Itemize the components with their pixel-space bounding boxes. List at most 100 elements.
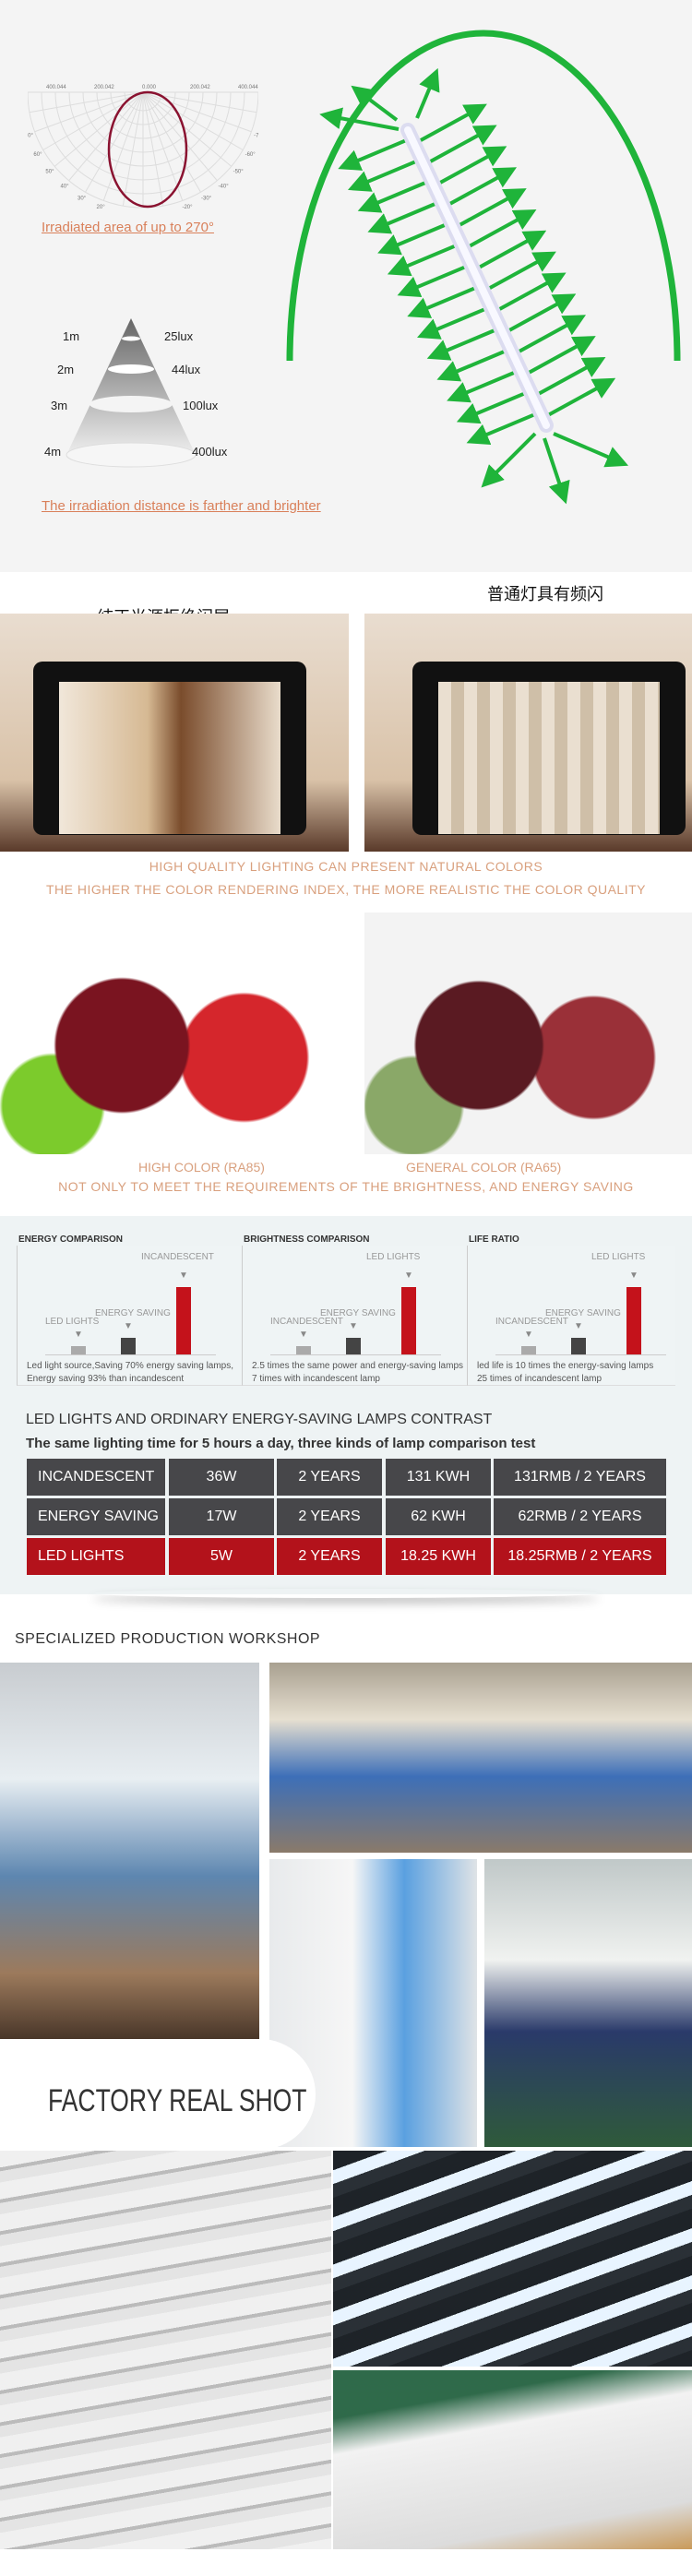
light-arrow [417, 307, 485, 340]
light-arrow [537, 356, 606, 396]
polar-right-angle: -50° [233, 170, 245, 175]
comparison-description: Energy saving 93% than incandescent [27, 1374, 185, 1384]
polar-left-angle: 40° [60, 185, 69, 190]
light-arrow [543, 437, 570, 505]
distance-caption: The irradiation distance is farther and … [42, 498, 321, 514]
polar-top-label: 200.042 [94, 85, 114, 90]
light-arrow [518, 315, 587, 353]
comparison-bar [521, 1346, 536, 1354]
light-arrow [397, 265, 466, 297]
distance-label: 3m [51, 399, 68, 412]
table-cell: 62 KWH [386, 1498, 491, 1535]
table-cell: 2 YEARS [277, 1538, 382, 1575]
light-distribution-curve [107, 90, 188, 209]
polar-right-angle: -70° [254, 133, 258, 138]
light-arrow [468, 209, 537, 248]
light-arrow [419, 103, 487, 143]
polar-right-angle: -30° [201, 197, 212, 202]
light-arrow [387, 244, 456, 277]
table-cell: 62RMB / 2 YEARS [494, 1498, 666, 1535]
lamp-type-cell: LED LIGHTS [27, 1538, 165, 1575]
light-arrow [319, 107, 400, 131]
comparison-bar [626, 1287, 641, 1354]
light-arrow [377, 223, 446, 256]
light-arrow [367, 202, 436, 234]
polar-left-angle: 50° [45, 170, 54, 175]
light-arrow [459, 188, 527, 227]
comparison-description: Led light source,Saving 70% energy savin… [27, 1361, 234, 1371]
polar-top-label: 0.000 [142, 85, 157, 90]
light-arrow [426, 328, 495, 361]
table-cell: 2 YEARS [277, 1498, 382, 1535]
comparison-title: LIFE RATIO [469, 1234, 519, 1245]
pointer-triangle-icon: ▼ [524, 1330, 533, 1340]
light-arrow [448, 167, 518, 206]
light-arrow [438, 146, 507, 185]
polar-left-angle: 70° [28, 133, 34, 138]
pointer-triangle-icon: ▼ [299, 1330, 308, 1340]
lamp-type-cell: ENERGY SAVING [27, 1498, 165, 1535]
table-cell: 131 KWH [386, 1459, 491, 1496]
polar-right-angle: -60° [245, 152, 257, 158]
bar-label: ENERGY SAVING [545, 1308, 621, 1318]
comparison-description: 2.5 times the same power and energy-savi… [252, 1361, 464, 1371]
workshop-heading: SPECIALIZED PRODUCTION WORKSHOP [15, 1631, 321, 1647]
light-arrow [478, 230, 547, 269]
light-arrow [553, 432, 629, 468]
lux-label: 25lux [164, 329, 194, 343]
pointer-triangle-icon: ▼ [179, 1270, 188, 1281]
comparison-panel-2: INCANDESCENT ▼ ENERGY SAVING ▼ LED LIGHTS ▼ le… [467, 1246, 675, 1386]
light-arrow [429, 125, 497, 164]
distance-label: 4m [44, 445, 62, 459]
light-arrow [507, 293, 577, 332]
lux-label: 400lux [192, 445, 228, 459]
polar-top-label: 200.042 [190, 85, 210, 90]
comparison-panel-1: INCANDESCENT ▼ ENERGY SAVING ▼ LED LIGHTS ▼ 2.… [242, 1246, 467, 1386]
general-color-label: GENERAL COLOR (RA65) [406, 1160, 562, 1175]
bar-label: INCANDESCENT [495, 1317, 568, 1327]
table-cell: 18.25RMB / 2 YEARS [494, 1538, 666, 1575]
polar-right-angle: -40° [219, 185, 230, 190]
distance-label: 1m [63, 329, 80, 343]
light-arrow [351, 85, 399, 122]
bar-label: ENERGY SAVING [320, 1308, 396, 1318]
polar-left-angle: 20° [97, 205, 106, 210]
factory-badge-text: FACTORY REAL SHOT [48, 2083, 307, 2118]
light-arrow [498, 272, 567, 312]
comparison-bar [71, 1346, 86, 1354]
workshop-photo-line [269, 1663, 692, 1853]
color-caption: NOT ONLY TO MEET THE REQUIREMENTS OF THE… [58, 1179, 634, 1194]
light-arrow [547, 377, 616, 417]
factory-badge [0, 2039, 316, 2150]
polar-distribution-diagram: 400.044200.0420.000200.042400.04490°80°7… [28, 85, 258, 210]
pointer-triangle-icon: ▼ [74, 1330, 83, 1340]
table-cell: 131RMB / 2 YEARS [494, 1459, 666, 1496]
light-arrow [456, 391, 525, 424]
light-arrow [447, 371, 515, 403]
comparison-title: ENERGY COMPARISON [18, 1234, 123, 1245]
table-cell: 17W [169, 1498, 274, 1535]
workshop-photo-assembly [0, 1663, 259, 2051]
general-color-fruit-photo [364, 912, 692, 1154]
light-arrow [466, 412, 535, 445]
lighting-caption-1: HIGH QUALITY LIGHTING CAN PRESENT NATURA… [149, 859, 543, 874]
lit-lamps-test-photo [333, 2151, 692, 2367]
table-cell: 18.25 KWH [386, 1538, 491, 1575]
polar-right-angle: -20° [182, 205, 193, 210]
contrast-title: LED LIGHTS AND ORDINARY ENERGY-SAVING LA… [26, 1412, 493, 1427]
light-arrow [528, 336, 596, 375]
lux-label: 100lux [183, 399, 219, 412]
table-cell: 36W [169, 1459, 274, 1496]
high-color-label: HIGH COLOR (RA85) [138, 1160, 265, 1175]
irradiated-caption: Irradiated area of up to 270° [42, 220, 214, 235]
light-arrow [488, 251, 556, 291]
distance-label: 2m [57, 363, 75, 376]
high-color-fruit-photo [0, 912, 349, 1154]
light-arrow [407, 286, 476, 318]
bar-label: LED LIGHTS [45, 1317, 100, 1327]
polar-left-angle: 30° [78, 197, 87, 202]
pointer-triangle-icon: ▼ [349, 1321, 358, 1331]
light-arrow [436, 350, 506, 382]
comparison-bar [346, 1338, 361, 1354]
polar-top-label: 400.044 [238, 85, 258, 90]
